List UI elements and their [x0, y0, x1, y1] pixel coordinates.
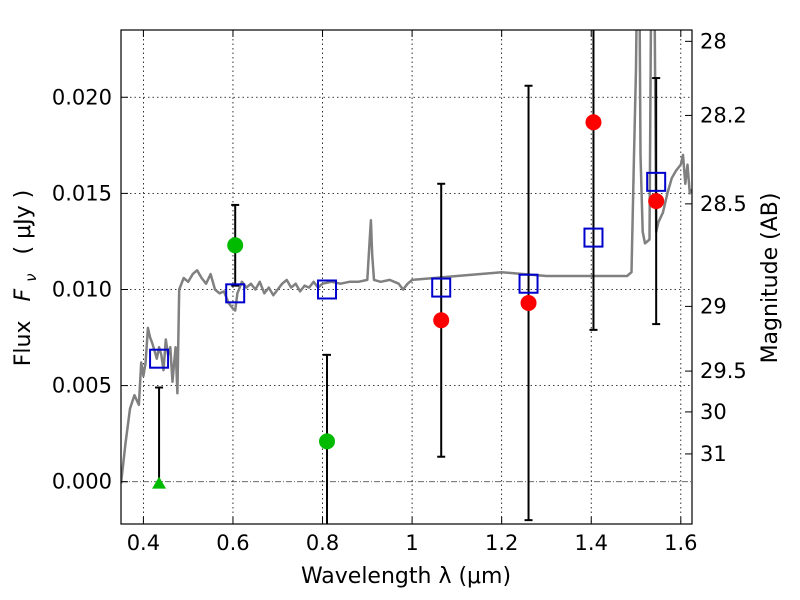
x-axis-label: Wavelength λ (μm): [301, 564, 511, 589]
y-tick-label: 0.010: [52, 277, 112, 301]
observed-points: [152, 114, 665, 489]
observed-point: [433, 312, 450, 329]
y2-tick-label: 28.2: [700, 103, 747, 127]
y-axis-label: Flux F ν ( μJy ): [11, 190, 42, 366]
model-spectrum-line: [121, 30, 692, 484]
observed-point: [648, 193, 665, 210]
y2-axis-label: Magnitude (AB): [758, 193, 783, 364]
y2-tick-labels: 28 28.2 28.5 29 29.5 30 31: [700, 29, 747, 466]
y2-tick-label: 28.5: [700, 192, 747, 216]
y2-tick-label: 29: [700, 294, 727, 318]
axis-ticks: [121, 30, 692, 524]
x-tick-label: 0.4: [127, 531, 160, 555]
y2-tick-label: 31: [700, 442, 727, 466]
plot-area: [121, 30, 692, 524]
x-tick-label: 1: [405, 531, 418, 555]
y2-tick-label: 28: [700, 29, 727, 53]
observed-point: [319, 433, 336, 450]
plot-frame: [120, 29, 693, 525]
observed-point: [585, 114, 602, 131]
error-bars: [155, 30, 661, 524]
model-point-square: [518, 273, 539, 294]
y-tick-label: 0.020: [52, 85, 112, 109]
x-tick-label: 1.2: [485, 531, 518, 555]
model-point-square: [225, 283, 246, 304]
y-tick-label: 0.015: [52, 181, 112, 205]
x-tick-label: 0.6: [216, 531, 249, 555]
y2-tick-label: 29.5: [700, 359, 747, 383]
y-axis-label-subscript: ν: [22, 273, 40, 281]
observed-point: [227, 237, 244, 254]
y2-tick-label: 30: [700, 400, 727, 424]
model-point-square: [317, 279, 338, 300]
y-axis-label-unit: ( μJy ): [11, 190, 36, 255]
x-tick-label: 1.4: [575, 531, 608, 555]
observed-point-triangle: [152, 476, 167, 489]
y-tick-label: 0.000: [52, 470, 112, 494]
model-point-square: [149, 348, 170, 369]
model-point-square: [583, 227, 604, 248]
y-tick-label: 0.005: [52, 374, 112, 398]
observed-point: [520, 294, 537, 311]
model-point-square: [431, 277, 452, 298]
model-points: [149, 171, 667, 369]
x-tick-labels: 0.4 0.6 0.8 1 1.2 1.4 1.6: [127, 531, 698, 555]
x-tick-label: 0.8: [306, 531, 339, 555]
model-point-square: [646, 171, 667, 192]
grid-lines: [121, 30, 692, 524]
y-axis-label-symbol: F: [11, 288, 36, 301]
y-axis-label-text: Flux: [11, 320, 36, 366]
x-tick-label: 1.6: [664, 531, 697, 555]
y-tick-labels: 0.000 0.005 0.010 0.015 0.020: [52, 85, 112, 493]
